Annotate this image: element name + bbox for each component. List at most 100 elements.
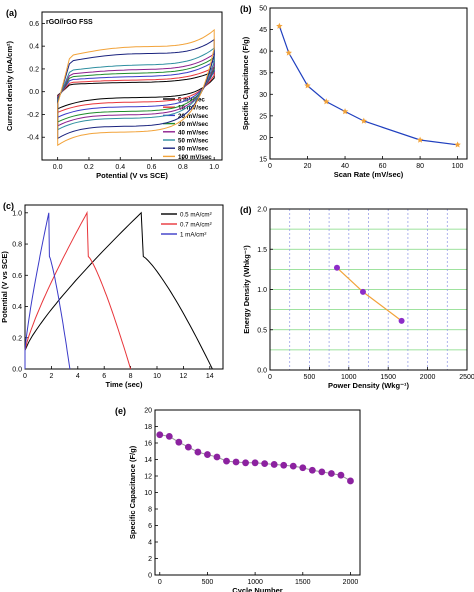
series-line	[336, 267, 402, 322]
y-tick-label: 12	[144, 474, 152, 481]
data-point	[308, 466, 316, 474]
data-point	[359, 288, 366, 295]
y-tick-label: 18	[144, 424, 152, 431]
cv-curve-1	[57, 70, 215, 110]
x-tick-label: 1.0	[209, 164, 219, 171]
x-tick-label: 2000	[420, 374, 436, 381]
legend-label: 30 mV/sec	[178, 121, 209, 128]
x-tick-label: 40	[341, 163, 349, 170]
x-tick-label: 0.0	[53, 164, 63, 171]
data-point	[213, 453, 221, 461]
data-point-star	[360, 117, 368, 124]
legend-label: 0.7 mA/cm²	[180, 222, 212, 229]
data-point	[242, 459, 249, 467]
x-tick-label: 0	[268, 163, 272, 170]
data-point	[232, 458, 240, 466]
x-tick-label: 2500	[459, 374, 474, 381]
y-tick-label: 14	[144, 457, 152, 464]
y-tick-label: 0.0	[257, 368, 267, 375]
y-tick-label: 0	[148, 573, 152, 580]
data-point	[280, 461, 288, 469]
data-point	[223, 457, 230, 465]
y-axis-label: Energy Density (Whkg⁻¹)	[242, 245, 251, 334]
plot-frame-b	[269, 7, 468, 160]
x-tick-label: 0	[23, 373, 27, 380]
y-tick-label: 0.0	[12, 367, 22, 374]
x-tick-label: 0	[158, 579, 162, 586]
data-point	[337, 471, 345, 479]
annotation-text: rGO//rGO FSS	[46, 19, 93, 26]
data-point	[175, 438, 183, 446]
x-axis-label: Scan Rate (mV/sec)	[334, 170, 404, 179]
y-tick-label: 2	[148, 556, 152, 563]
x-tick-label: 0.6	[147, 164, 157, 171]
data-point	[251, 459, 259, 467]
x-tick-label: 1000	[341, 374, 357, 381]
panel-label: (e)	[115, 406, 126, 416]
y-tick-label: 50	[259, 6, 267, 13]
y-axis-label: Potential (V vs SCE)	[0, 251, 9, 323]
x-tick-label: 1500	[295, 579, 311, 586]
data-point-star	[304, 82, 311, 89]
cv-curve-5	[57, 52, 215, 127]
x-tick-label: 0.2	[84, 164, 94, 171]
y-tick-label: 0.8	[12, 242, 22, 249]
legend-label: 1 mA/cm²	[180, 232, 206, 239]
y-tick-label: 0.4	[29, 44, 39, 51]
x-tick-label: 500	[202, 579, 214, 586]
cv-curve-6	[57, 47, 215, 131]
panel-label: (a)	[6, 8, 17, 18]
legend-label: 80 mV/sec	[178, 146, 209, 153]
data-point-star	[454, 141, 461, 148]
y-tick-label: 0.4	[12, 304, 22, 311]
y-tick-label: 8	[148, 507, 152, 514]
x-tick-label: 8	[129, 373, 133, 380]
x-tick-label: 20	[304, 163, 312, 170]
cv-curve-2	[57, 66, 215, 114]
y-tick-label: 0.2	[29, 66, 39, 73]
data-point	[156, 431, 164, 439]
x-tick-label: 60	[379, 163, 387, 170]
data-point	[194, 448, 202, 456]
data-point-star	[285, 49, 292, 56]
y-tick-label: 35	[259, 70, 267, 77]
panel-label: (c)	[3, 201, 14, 211]
data-point-star	[323, 98, 330, 105]
x-axis-label: Power Density (Wkg⁻¹)	[328, 381, 410, 390]
y-tick-label: 20	[144, 408, 152, 415]
x-tick-label: 14	[206, 373, 214, 380]
legend-label: 20 mV/sec	[178, 113, 209, 120]
y-tick-label: 2.0	[257, 207, 267, 214]
data-point	[299, 464, 307, 472]
legend-label: 40 mV/sec	[178, 129, 209, 136]
y-tick-label: 0.6	[12, 273, 22, 280]
x-axis-label: Potential (V vs SCE)	[96, 171, 168, 180]
series-line	[278, 25, 458, 146]
y-tick-label: 1.0	[257, 287, 267, 294]
y-tick-label: 15	[259, 157, 267, 164]
y-tick-label: 0.5	[257, 327, 267, 334]
panel-label: (b)	[240, 4, 252, 14]
plot-frame-e	[154, 409, 361, 576]
x-tick-label: 80	[416, 163, 424, 170]
cv-curve-4	[57, 56, 215, 123]
y-tick-label: 10	[144, 490, 152, 497]
y-axis-label: Current density (mA/cm²)	[5, 40, 14, 131]
y-tick-label: 30	[259, 92, 267, 99]
y-tick-label: -0.4	[27, 135, 39, 142]
x-tick-label: 500	[304, 374, 316, 381]
x-tick-label: 2	[49, 373, 53, 380]
y-axis-label: Specific Capacitance (F/g)	[128, 445, 137, 539]
y-tick-label: 6	[148, 523, 152, 530]
data-point-star	[416, 136, 424, 143]
x-tick-label: 0	[268, 374, 272, 381]
x-axis-label: Cycle Number	[232, 586, 283, 592]
legend-label: 0.5 mA/cm²	[180, 212, 212, 219]
y-axis-label: Specific Capacitance (F/g)	[241, 36, 250, 130]
x-tick-label: 4	[76, 373, 80, 380]
plot-frame-c	[24, 204, 224, 370]
gcd-curve-2	[24, 210, 132, 370]
panel-label: (d)	[240, 205, 252, 215]
x-tick-label: 2000	[343, 579, 359, 586]
